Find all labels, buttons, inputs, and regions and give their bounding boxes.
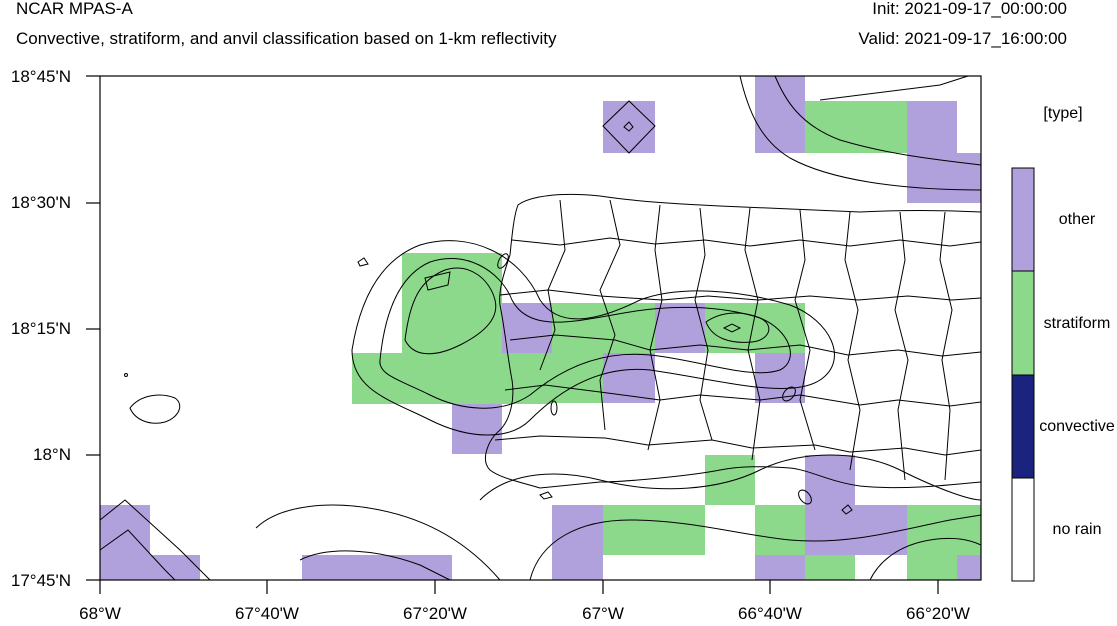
- boundary: [499, 289, 982, 301]
- lon-label: 67°40'W: [235, 604, 299, 623]
- contour-line: [99, 529, 176, 581]
- contour-line: [479, 454, 982, 501]
- init-time: Init: 2021-09-17_00:00:00: [872, 0, 1067, 18]
- colorbar-swatch-other: [1011, 167, 1035, 272]
- cell-other: [552, 505, 603, 580]
- cell-stratiform: [907, 555, 957, 580]
- contour-oval: [782, 386, 796, 402]
- contour-line: [351, 240, 835, 436]
- cell-stratiform: [705, 455, 755, 505]
- cell-other: [603, 353, 655, 403]
- cell-other: [755, 76, 805, 153]
- cell-other: [502, 303, 552, 353]
- cell-stratiform: [552, 303, 655, 353]
- contour-line: [379, 257, 791, 409]
- boundary: [647, 204, 663, 451]
- contour-line: [529, 514, 982, 581]
- cell-other: [603, 101, 655, 153]
- boundary: [504, 384, 982, 407]
- contour-line: [424, 271, 451, 291]
- island: [539, 491, 553, 500]
- coastline: [485, 193, 982, 489]
- cell-other: [907, 101, 957, 153]
- cell-stratiform: [755, 505, 805, 555]
- contour-oval: [550, 400, 558, 416]
- cell-other: [957, 555, 981, 580]
- colorbar: [1011, 167, 1035, 582]
- classification-cells: [100, 76, 981, 580]
- colorbar-title: [type]: [1043, 105, 1083, 122]
- contour-line: [255, 504, 501, 581]
- reflectivity-contours: [99, 75, 982, 581]
- cell-other: [302, 555, 452, 580]
- contour-line: [869, 537, 982, 581]
- colorbar-swatch-convective: [1011, 374, 1035, 479]
- contour-line: [99, 499, 211, 581]
- lat-label: 18°N: [33, 445, 71, 464]
- contour-line: [739, 75, 982, 191]
- boundary: [494, 435, 982, 456]
- colorbar-label-no-rain: no rain: [1052, 521, 1102, 538]
- cell-other: [805, 455, 855, 505]
- cell-other: [150, 555, 200, 580]
- colorbar-label-convective: convective: [1039, 418, 1115, 435]
- boundary: [939, 211, 953, 481]
- cell-stratiform: [352, 353, 552, 404]
- boundary: [894, 211, 909, 481]
- colorbar-swatch-no-rain: [1011, 477, 1035, 582]
- contour-line: [774, 75, 982, 166]
- coastline-boundaries: [124, 193, 982, 515]
- boundary: [599, 199, 621, 431]
- colorbar-label-stratiform: stratiform: [1043, 315, 1111, 332]
- lat-label: 17°45'N: [10, 571, 71, 590]
- lon-label: 68°W: [79, 604, 121, 623]
- contour-oval: [798, 489, 812, 505]
- boundary: [509, 334, 982, 357]
- contour-oval: [497, 253, 509, 269]
- cell-other: [805, 505, 907, 555]
- island: [124, 373, 128, 377]
- contour-line: [404, 267, 497, 355]
- island: [129, 394, 181, 424]
- cell-other: [755, 353, 805, 403]
- lat-label: 18°15'N: [10, 319, 71, 338]
- contour-line: [722, 323, 742, 333]
- cell-other: [755, 555, 805, 580]
- cell-other: [655, 303, 705, 353]
- map-frame: [86, 75, 982, 594]
- colorbar-swatch-stratiform: [1011, 270, 1035, 376]
- cell-stratiform: [603, 505, 705, 555]
- boundary: [511, 237, 982, 247]
- plot-subtitle: Convective, stratiform, and anvil classi…: [16, 29, 557, 48]
- contour-line: [623, 121, 634, 132]
- contour-line: [299, 550, 451, 581]
- lon-label: 67°W: [582, 604, 624, 623]
- cell-stratiform: [907, 505, 981, 555]
- lat-label: 18°30'N: [10, 193, 71, 212]
- lon-label: 66°40'W: [738, 604, 802, 623]
- plot-border: [99, 75, 982, 581]
- cell-other: [100, 505, 150, 580]
- contour-line: [705, 312, 770, 343]
- cell-other: [452, 404, 502, 454]
- model-title: NCAR MPAS-A: [16, 0, 133, 18]
- lat-label: 18°45'N: [10, 67, 71, 86]
- boundary: [844, 211, 861, 471]
- colorbar-label-other: other: [1058, 211, 1096, 228]
- lon-label: 67°20'W: [403, 604, 467, 623]
- valid-time: Valid: 2021-09-17_16:00:00: [858, 29, 1067, 48]
- boundary: [744, 207, 761, 461]
- contour-line: [602, 100, 656, 154]
- boundary: [794, 209, 816, 451]
- contour-line: [819, 75, 969, 101]
- cell-other: [907, 153, 981, 203]
- lon-label: 66°20'W: [906, 604, 970, 623]
- boundary: [694, 207, 713, 441]
- island: [841, 504, 853, 515]
- cell-stratiform: [805, 101, 907, 153]
- island: [357, 257, 369, 267]
- cell-stratiform: [805, 555, 855, 580]
